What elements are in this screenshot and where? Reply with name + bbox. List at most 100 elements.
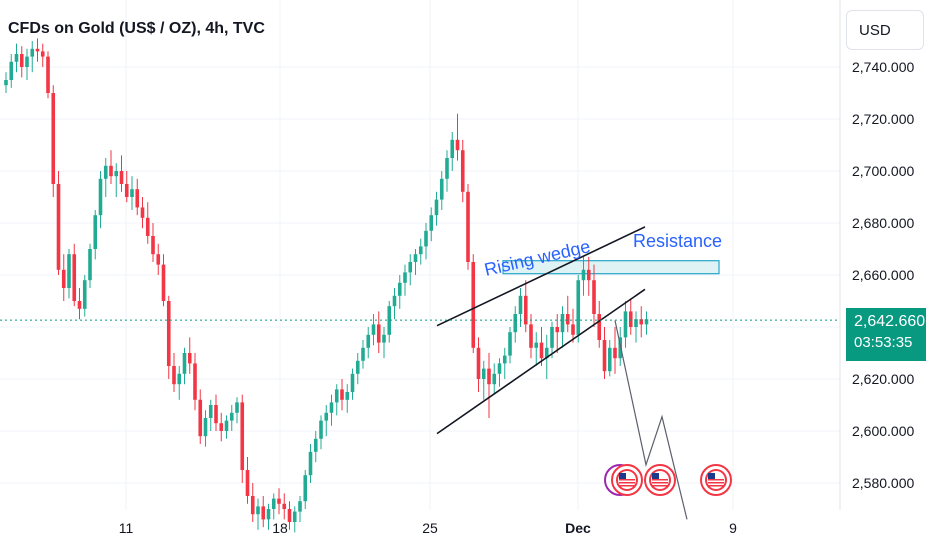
candle-body (550, 327, 554, 348)
candle-body (235, 402, 239, 413)
candle-body (466, 191, 470, 262)
candle-body (203, 418, 208, 437)
candle-body (481, 368, 486, 379)
economic-events[interactable] (604, 464, 732, 496)
candle-body (35, 48, 40, 52)
candle-body (334, 389, 339, 403)
candle-body (607, 347, 612, 372)
us-flag-icon (652, 482, 668, 484)
candle-body (198, 399, 203, 437)
candle-body (361, 347, 365, 361)
candle-body (261, 506, 266, 520)
us-flag-icon (708, 482, 724, 484)
us-flag-icon (619, 479, 635, 481)
candle-body (46, 56, 50, 93)
candle-body (450, 139, 455, 158)
candle-body (623, 311, 628, 338)
currency-button[interactable]: USD (846, 10, 924, 50)
us-flag-icon (652, 473, 659, 479)
price-scale[interactable]: 2,740.000 2,720.000 2,700.000 2,680.000 2,66… (852, 59, 914, 491)
candle-body (214, 405, 218, 424)
candle-body (634, 319, 638, 327)
candle-body (77, 301, 82, 309)
us-flag-icon (619, 482, 635, 484)
candle-body (376, 324, 381, 343)
chart-title: CFDs on Gold (US$ / OZ), 4h, TVC (8, 20, 265, 37)
candle-body (529, 324, 533, 348)
candle-body (256, 506, 260, 515)
candle-body (329, 402, 334, 413)
candle-body (193, 363, 197, 400)
grid-lines (0, 0, 840, 510)
candle-body (82, 280, 87, 309)
candle-body (19, 54, 24, 67)
candle-body (345, 392, 350, 400)
price-tick-label: 2,740.000 (852, 59, 914, 75)
candle-body (539, 342, 544, 359)
candle-body (266, 509, 271, 520)
candle-body (523, 295, 528, 325)
time-scale[interactable]: 11 18 25 Dec 9 (119, 520, 737, 536)
candle-body (308, 451, 313, 476)
candle-body (292, 511, 297, 522)
candle-body (586, 269, 591, 281)
candle-body (25, 56, 29, 67)
candle-body (513, 314, 518, 333)
candle-body (61, 269, 66, 288)
candle-body (434, 199, 439, 216)
candle-body (166, 301, 171, 366)
candle-body (555, 327, 560, 333)
candle-body (124, 184, 129, 197)
candle-body (439, 178, 444, 200)
candle-body (597, 314, 602, 340)
candle-body (471, 262, 476, 348)
candle-body (30, 48, 35, 57)
candle-body (177, 373, 182, 385)
candle-body (140, 207, 145, 218)
candle-body (602, 340, 607, 372)
candle-body (151, 236, 155, 255)
candle-body (187, 353, 192, 364)
candle-body (618, 337, 623, 359)
candle-body (576, 280, 581, 335)
candle-body (492, 373, 497, 385)
candle-body (161, 264, 166, 301)
candle-body (397, 282, 402, 296)
candle-body (208, 405, 213, 418)
candle-body (14, 54, 19, 62)
candle-body (98, 178, 103, 216)
time-tick-label: 11 (119, 520, 134, 536)
candle-body (56, 184, 61, 270)
candle-body (287, 509, 292, 522)
candle-body (319, 420, 323, 439)
candle-body (224, 420, 229, 431)
projection-path (614, 320, 688, 520)
resistance-zone (502, 260, 720, 275)
candle-body (445, 158, 449, 179)
candlesticks (4, 38, 649, 533)
candle-body (581, 269, 586, 281)
candle-body (114, 171, 119, 177)
candle-body (303, 475, 308, 502)
last-price-tag: 2,642.660 03:53:35 (846, 308, 926, 361)
us-flag-icon (708, 485, 724, 487)
price-tick-label: 2,680.000 (852, 215, 914, 231)
candle-body (455, 139, 460, 151)
us-flag-icon (652, 479, 668, 481)
candle-body (51, 93, 56, 184)
candle-body (119, 171, 124, 184)
candle-body (644, 319, 649, 325)
candle-body (172, 366, 176, 385)
candle-body (145, 217, 150, 236)
candle-body (502, 355, 507, 364)
time-tick-label: Dec (565, 520, 591, 536)
candle-body (313, 438, 318, 452)
wedge-lower-line (436, 288, 646, 435)
candle-body (487, 368, 491, 385)
us-flag-icon (708, 473, 715, 479)
candle-body (219, 423, 224, 431)
time-tick-label: 25 (422, 520, 438, 536)
candle-body (613, 347, 617, 359)
candle-body (592, 280, 596, 314)
